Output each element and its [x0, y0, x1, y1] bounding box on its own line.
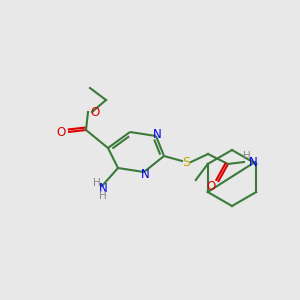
Text: O: O	[90, 106, 100, 118]
Text: N: N	[249, 155, 257, 169]
Text: S: S	[182, 155, 190, 169]
Text: O: O	[56, 125, 66, 139]
Text: H: H	[243, 151, 251, 161]
Text: H: H	[99, 191, 107, 201]
Text: N: N	[99, 182, 107, 194]
Text: N: N	[141, 167, 149, 181]
Text: H: H	[93, 178, 101, 188]
Text: N: N	[153, 128, 161, 140]
Text: O: O	[206, 179, 216, 193]
